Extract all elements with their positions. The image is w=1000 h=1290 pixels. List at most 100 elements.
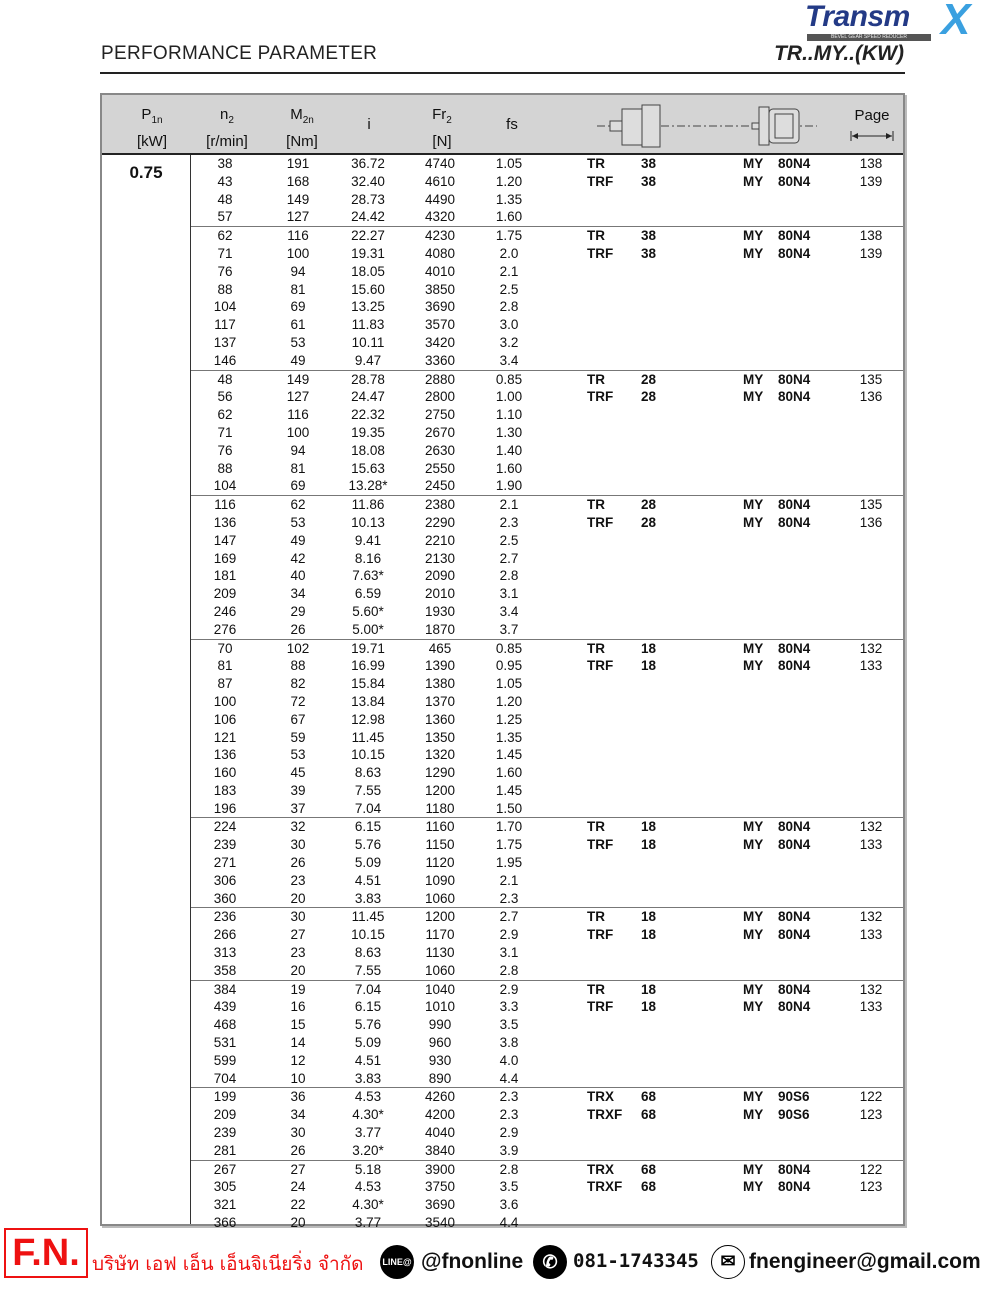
n2-cell: 239 [213,1125,237,1141]
gearbox-size: 18 [641,819,657,835]
fs-cell: 2.9 [499,981,519,997]
m2n-cell: 127 [286,209,310,225]
n2-cell: 468 [213,1017,237,1033]
phone-number[interactable]: 081-1743345 [573,1250,699,1272]
i-cell: 22.32 [351,407,385,423]
line-icon: LINE@ [380,1245,414,1279]
n2-cell: 136 [213,514,237,530]
series-title: TR..MY..(KW) [774,42,904,65]
n2-cell: 71 [217,424,233,440]
gearbox-size: 38 [641,228,657,244]
fs-cell: 1.10 [495,407,523,423]
motor-model: 80N4 [778,245,811,261]
i-cell: 11.83 [351,317,385,333]
n2-cell: 87 [217,676,233,692]
gearbox-size: 18 [641,640,657,656]
fr2-cell: 890 [428,1070,452,1086]
fs-cell: 3.1 [499,586,519,602]
table-group: 48 149 28.78 2880 0.85 TR 28 MY 80N4 135 56 127 24.4… [191,371,903,497]
fs-cell: 2.7 [499,909,519,925]
i-cell: 4.30* [352,1107,384,1123]
fs-cell: 2.9 [499,927,519,943]
fs-cell: 2.3 [499,1107,519,1123]
table-row: 271 26 5.09 1120 1.95 [191,854,903,872]
page-link[interactable]: 132 [859,640,883,656]
m2n-cell: 16 [290,999,306,1015]
page-link[interactable]: 132 [859,909,883,925]
n2-cell: 531 [213,1035,237,1051]
m2n-cell: 72 [290,693,306,709]
fr2-cell: 1360 [424,711,456,727]
page-link[interactable]: 138 [859,228,883,244]
fr2-cell: 3850 [424,281,456,297]
n2-cell: 48 [217,371,233,387]
m2n-cell: 191 [286,156,310,171]
page-link[interactable]: 132 [859,981,883,997]
n2-cell: 117 [214,317,236,333]
page-link[interactable]: 139 [859,245,883,261]
fr2-cell: 3540 [424,1215,456,1231]
col-fs: fs [506,116,518,133]
table-row: 76 94 18.08 2630 1.40 [191,442,903,460]
fr2-cell: 3840 [424,1142,456,1158]
n2-cell: 267 [213,1161,237,1177]
i-cell: 11.45 [351,729,385,745]
m2n-cell: 19 [290,981,306,997]
gearbox-size: 68 [641,1179,657,1195]
page-link[interactable]: 123 [859,1179,883,1195]
fs-cell: 2.3 [499,890,519,906]
fr2-cell: 1160 [425,819,455,835]
i-cell: 5.18 [354,1161,382,1177]
fs-cell: 1.50 [495,800,523,816]
gearbox-size: 18 [641,909,657,925]
page-link[interactable]: 135 [859,497,883,513]
page-link[interactable]: 136 [859,514,883,530]
page-link[interactable]: 133 [859,658,883,674]
fr2-cell: 2210 [424,532,456,548]
m2n-cell: 94 [290,442,306,458]
n2-cell: 313 [213,945,237,961]
n2-cell: 246 [213,603,237,619]
page-link[interactable]: 123 [859,1107,883,1123]
table-row: 136 53 10.13 2290 2.3 TRF 28 MY 80N4 136 [191,514,903,532]
fs-cell: 4.0 [499,1052,519,1068]
i-cell: 19.35 [351,424,385,440]
fr2-cell: 1040 [424,981,456,997]
page-link[interactable]: 122 [859,1161,883,1177]
fs-cell: 1.45 [495,747,523,763]
n2-cell: 116 [214,497,236,513]
i-cell: 28.73 [351,191,385,207]
fr2-cell: 930 [428,1052,452,1068]
email-address[interactable]: fnengineer@gmail.com [749,1250,981,1273]
page-link[interactable]: 133 [859,927,883,943]
table-row: 100 72 13.84 1370 1.20 [191,693,903,711]
motor-type: MY [743,909,764,925]
fr2-cell: 4260 [424,1089,456,1105]
page-link[interactable]: 139 [859,173,883,189]
i-cell: 10.15 [351,747,385,763]
line-id[interactable]: @fnonline [421,1250,524,1273]
page-link[interactable]: 133 [859,837,883,853]
page-link[interactable]: 135 [859,371,883,387]
fr2-cell: 1130 [425,945,455,961]
table-row: 160 45 8.63 1290 1.60 [191,764,903,782]
page-link[interactable]: 133 [859,999,883,1015]
page-link[interactable]: 136 [859,389,883,405]
page-link[interactable]: 138 [859,156,883,171]
table-row: 146 49 9.47 3360 3.4 [191,352,903,370]
i-cell: 18.08 [351,442,385,458]
page-link[interactable]: 132 [859,819,883,835]
m2n-cell: 29 [290,603,306,619]
fs-cell: 1.45 [495,782,523,798]
fr2-cell: 1120 [425,855,455,871]
page-link[interactable]: 122 [859,1089,883,1105]
m2n-cell: 26 [290,855,306,871]
table-row: 137 53 10.11 3420 3.2 [191,334,903,352]
fr2-cell: 1200 [424,782,456,798]
table-row: 468 15 5.76 990 3.5 [191,1016,903,1034]
n2-cell: 281 [213,1142,237,1158]
gearbox-size: 38 [641,173,657,189]
m2n-cell: 36 [290,1089,306,1105]
m2n-cell: 34 [290,586,306,602]
motor-model: 90S6 [778,1089,810,1105]
